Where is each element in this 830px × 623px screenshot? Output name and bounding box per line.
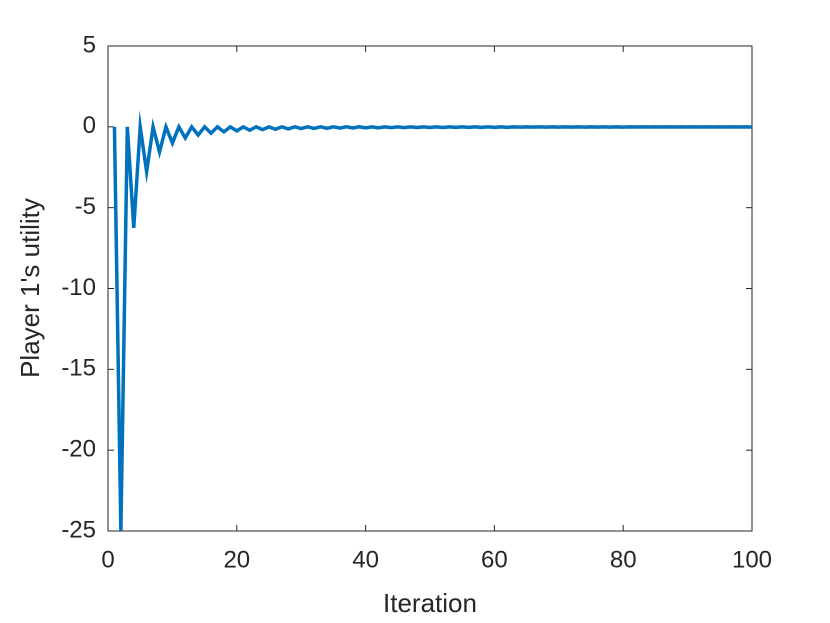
- y-tick-label: -20: [61, 436, 96, 463]
- x-tick-label: 40: [352, 546, 379, 573]
- y-tick-label: -10: [61, 274, 96, 301]
- x-tick-label: 100: [732, 546, 772, 573]
- y-tick-label: 5: [83, 31, 96, 58]
- y-tick-label: -15: [61, 355, 96, 382]
- y-tick-label: 0: [83, 112, 96, 139]
- data-line: [112, 109, 753, 532]
- x-tick-label: 0: [101, 546, 114, 573]
- x-tick-label: 20: [223, 546, 250, 573]
- y-tick-label: -25: [61, 516, 96, 543]
- y-tick-label: -5: [75, 193, 96, 220]
- x-tick-label: 60: [481, 546, 508, 573]
- y-axis-label: Player 1's utility: [15, 198, 45, 378]
- x-tick-label: 80: [610, 546, 637, 573]
- axes-box: [107, 45, 753, 532]
- x-axis-label: Iteration: [383, 588, 477, 618]
